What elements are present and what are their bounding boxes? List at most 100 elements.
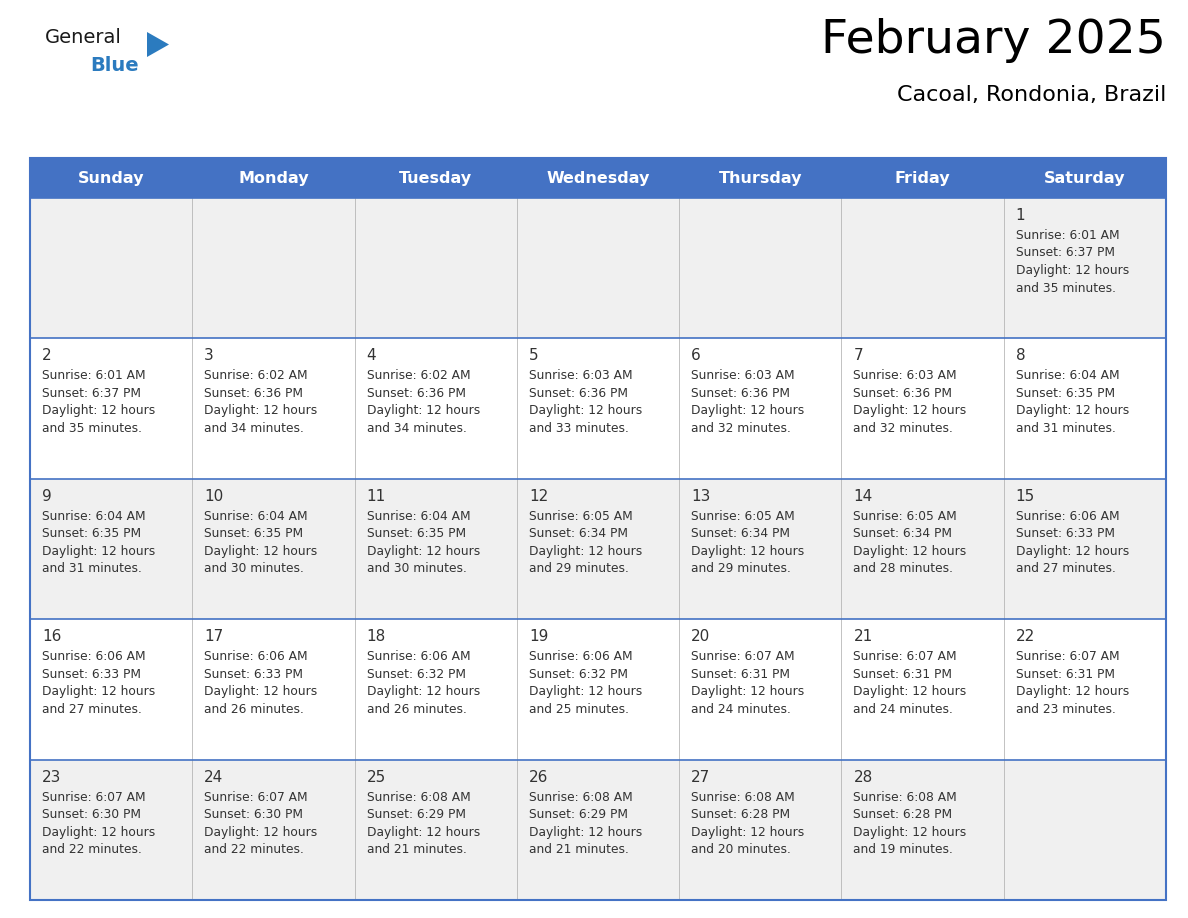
Text: Monday: Monday <box>238 171 309 185</box>
Text: 10: 10 <box>204 488 223 504</box>
Bar <box>30 158 1165 900</box>
Text: Daylight: 12 hours: Daylight: 12 hours <box>529 544 642 558</box>
Text: 17: 17 <box>204 629 223 644</box>
Text: and 21 minutes.: and 21 minutes. <box>529 843 628 856</box>
Text: Daylight: 12 hours: Daylight: 12 hours <box>853 544 967 558</box>
Text: Sunrise: 6:07 AM: Sunrise: 6:07 AM <box>691 650 795 663</box>
Text: 25: 25 <box>367 769 386 785</box>
Text: 22: 22 <box>1016 629 1035 644</box>
Text: and 24 minutes.: and 24 minutes. <box>853 702 953 716</box>
Text: Sunrise: 6:02 AM: Sunrise: 6:02 AM <box>367 369 470 383</box>
Text: Sunset: 6:31 PM: Sunset: 6:31 PM <box>1016 667 1114 681</box>
Text: Daylight: 12 hours: Daylight: 12 hours <box>1016 264 1129 277</box>
Bar <box>30 620 1165 759</box>
Text: Sunrise: 6:01 AM: Sunrise: 6:01 AM <box>1016 229 1119 242</box>
Text: and 19 minutes.: and 19 minutes. <box>853 843 953 856</box>
Text: Sunday: Sunday <box>78 171 145 185</box>
Text: Sunrise: 6:08 AM: Sunrise: 6:08 AM <box>367 790 470 803</box>
Text: Sunrise: 6:06 AM: Sunrise: 6:06 AM <box>367 650 470 663</box>
Text: Sunrise: 6:07 AM: Sunrise: 6:07 AM <box>1016 650 1119 663</box>
Text: 3: 3 <box>204 349 214 364</box>
Text: Daylight: 12 hours: Daylight: 12 hours <box>853 825 967 839</box>
Text: Sunrise: 6:08 AM: Sunrise: 6:08 AM <box>853 790 958 803</box>
Text: Wednesday: Wednesday <box>546 171 650 185</box>
Text: Sunset: 6:37 PM: Sunset: 6:37 PM <box>42 386 141 400</box>
Text: Sunrise: 6:03 AM: Sunrise: 6:03 AM <box>853 369 958 383</box>
Text: Daylight: 12 hours: Daylight: 12 hours <box>42 405 156 418</box>
Text: and 23 minutes.: and 23 minutes. <box>1016 702 1116 716</box>
Text: and 32 minutes.: and 32 minutes. <box>853 422 953 435</box>
Text: and 35 minutes.: and 35 minutes. <box>1016 282 1116 295</box>
Text: 18: 18 <box>367 629 386 644</box>
Text: Sunset: 6:36 PM: Sunset: 6:36 PM <box>529 386 627 400</box>
Text: Daylight: 12 hours: Daylight: 12 hours <box>367 685 480 699</box>
Text: Daylight: 12 hours: Daylight: 12 hours <box>367 405 480 418</box>
Text: and 27 minutes.: and 27 minutes. <box>1016 563 1116 576</box>
Text: Sunrise: 6:06 AM: Sunrise: 6:06 AM <box>1016 509 1119 522</box>
Text: and 27 minutes.: and 27 minutes. <box>42 702 141 716</box>
Text: Sunrise: 6:05 AM: Sunrise: 6:05 AM <box>691 509 795 522</box>
Text: 7: 7 <box>853 349 862 364</box>
Text: Daylight: 12 hours: Daylight: 12 hours <box>1016 685 1129 699</box>
Bar <box>30 339 1165 479</box>
Text: Daylight: 12 hours: Daylight: 12 hours <box>42 825 156 839</box>
Text: Sunset: 6:36 PM: Sunset: 6:36 PM <box>367 386 466 400</box>
Text: Sunset: 6:35 PM: Sunset: 6:35 PM <box>367 527 466 541</box>
Text: Sunrise: 6:04 AM: Sunrise: 6:04 AM <box>367 509 470 522</box>
Bar <box>30 198 1165 339</box>
Text: 12: 12 <box>529 488 548 504</box>
Text: Sunset: 6:28 PM: Sunset: 6:28 PM <box>691 808 790 821</box>
Text: Sunrise: 6:06 AM: Sunrise: 6:06 AM <box>529 650 632 663</box>
Text: 2: 2 <box>42 349 51 364</box>
Text: Sunset: 6:28 PM: Sunset: 6:28 PM <box>853 808 953 821</box>
Text: and 32 minutes.: and 32 minutes. <box>691 422 791 435</box>
Text: Daylight: 12 hours: Daylight: 12 hours <box>42 685 156 699</box>
Text: and 31 minutes.: and 31 minutes. <box>42 563 141 576</box>
Text: and 24 minutes.: and 24 minutes. <box>691 702 791 716</box>
Text: Sunset: 6:34 PM: Sunset: 6:34 PM <box>529 527 627 541</box>
Text: 8: 8 <box>1016 349 1025 364</box>
Text: February 2025: February 2025 <box>821 18 1165 63</box>
Text: Sunset: 6:30 PM: Sunset: 6:30 PM <box>204 808 303 821</box>
Text: Friday: Friday <box>895 171 950 185</box>
Text: Daylight: 12 hours: Daylight: 12 hours <box>204 405 317 418</box>
Text: Sunrise: 6:06 AM: Sunrise: 6:06 AM <box>42 650 146 663</box>
Text: Daylight: 12 hours: Daylight: 12 hours <box>367 825 480 839</box>
Text: Sunrise: 6:05 AM: Sunrise: 6:05 AM <box>529 509 632 522</box>
Text: Daylight: 12 hours: Daylight: 12 hours <box>204 544 317 558</box>
Text: 5: 5 <box>529 349 538 364</box>
Text: Sunset: 6:34 PM: Sunset: 6:34 PM <box>691 527 790 541</box>
Text: 28: 28 <box>853 769 873 785</box>
Text: 23: 23 <box>42 769 62 785</box>
Text: Sunset: 6:33 PM: Sunset: 6:33 PM <box>42 667 141 681</box>
Text: 24: 24 <box>204 769 223 785</box>
Text: 27: 27 <box>691 769 710 785</box>
Text: Daylight: 12 hours: Daylight: 12 hours <box>691 544 804 558</box>
Text: and 35 minutes.: and 35 minutes. <box>42 422 143 435</box>
Text: and 26 minutes.: and 26 minutes. <box>204 702 304 716</box>
Text: Sunset: 6:33 PM: Sunset: 6:33 PM <box>204 667 303 681</box>
Text: 1: 1 <box>1016 208 1025 223</box>
Text: and 25 minutes.: and 25 minutes. <box>529 702 628 716</box>
Text: Sunset: 6:33 PM: Sunset: 6:33 PM <box>1016 527 1114 541</box>
Text: and 20 minutes.: and 20 minutes. <box>691 843 791 856</box>
Text: Sunrise: 6:07 AM: Sunrise: 6:07 AM <box>204 790 308 803</box>
Text: Daylight: 12 hours: Daylight: 12 hours <box>853 405 967 418</box>
Text: Sunrise: 6:03 AM: Sunrise: 6:03 AM <box>529 369 632 383</box>
Text: Sunset: 6:29 PM: Sunset: 6:29 PM <box>367 808 466 821</box>
Text: Daylight: 12 hours: Daylight: 12 hours <box>691 405 804 418</box>
Text: Sunrise: 6:04 AM: Sunrise: 6:04 AM <box>204 509 308 522</box>
Text: Sunset: 6:37 PM: Sunset: 6:37 PM <box>1016 247 1114 260</box>
Text: Sunset: 6:30 PM: Sunset: 6:30 PM <box>42 808 141 821</box>
Text: 13: 13 <box>691 488 710 504</box>
Text: Sunset: 6:34 PM: Sunset: 6:34 PM <box>853 527 953 541</box>
Text: 6: 6 <box>691 349 701 364</box>
Bar <box>30 158 1165 198</box>
Text: and 33 minutes.: and 33 minutes. <box>529 422 628 435</box>
Text: Sunrise: 6:06 AM: Sunrise: 6:06 AM <box>204 650 308 663</box>
Text: Sunrise: 6:02 AM: Sunrise: 6:02 AM <box>204 369 308 383</box>
Text: and 21 minutes.: and 21 minutes. <box>367 843 467 856</box>
Text: and 26 minutes.: and 26 minutes. <box>367 702 467 716</box>
Bar <box>30 759 1165 900</box>
Text: 15: 15 <box>1016 488 1035 504</box>
